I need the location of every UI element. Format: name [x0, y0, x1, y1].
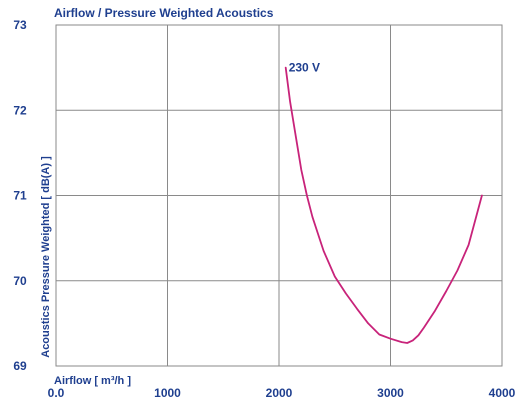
series-label: 230 V — [289, 61, 320, 75]
tick-labels: 0.0 1000 2000 3000 4000 69 70 71 72 73 — [13, 18, 515, 400]
y-axis-label: Acoustics Pressure Weighted [ dB(A) ] — [40, 156, 52, 358]
y-tick-label: 69 — [13, 359, 27, 373]
grid-lines — [56, 25, 502, 366]
y-tick-label: 70 — [13, 274, 27, 288]
y-tick-label: 72 — [13, 103, 27, 117]
x-tick-label: 3000 — [377, 386, 404, 400]
x-axis-label: Airflow [ m³/h ] — [54, 375, 131, 387]
chart-title: Airflow / Pressure Weighted Acoustics — [54, 6, 274, 20]
series-line-230v — [284, 66, 483, 344]
y-tick-label: 73 — [13, 18, 27, 32]
x-tick-label: 4000 — [489, 386, 516, 400]
y-tick-label: 71 — [13, 189, 27, 203]
x-tick-label: 1000 — [154, 386, 181, 400]
x-tick-label: 0.0 — [48, 386, 65, 400]
series-layer: 230 V — [284, 61, 483, 344]
x-tick-label: 2000 — [266, 386, 293, 400]
